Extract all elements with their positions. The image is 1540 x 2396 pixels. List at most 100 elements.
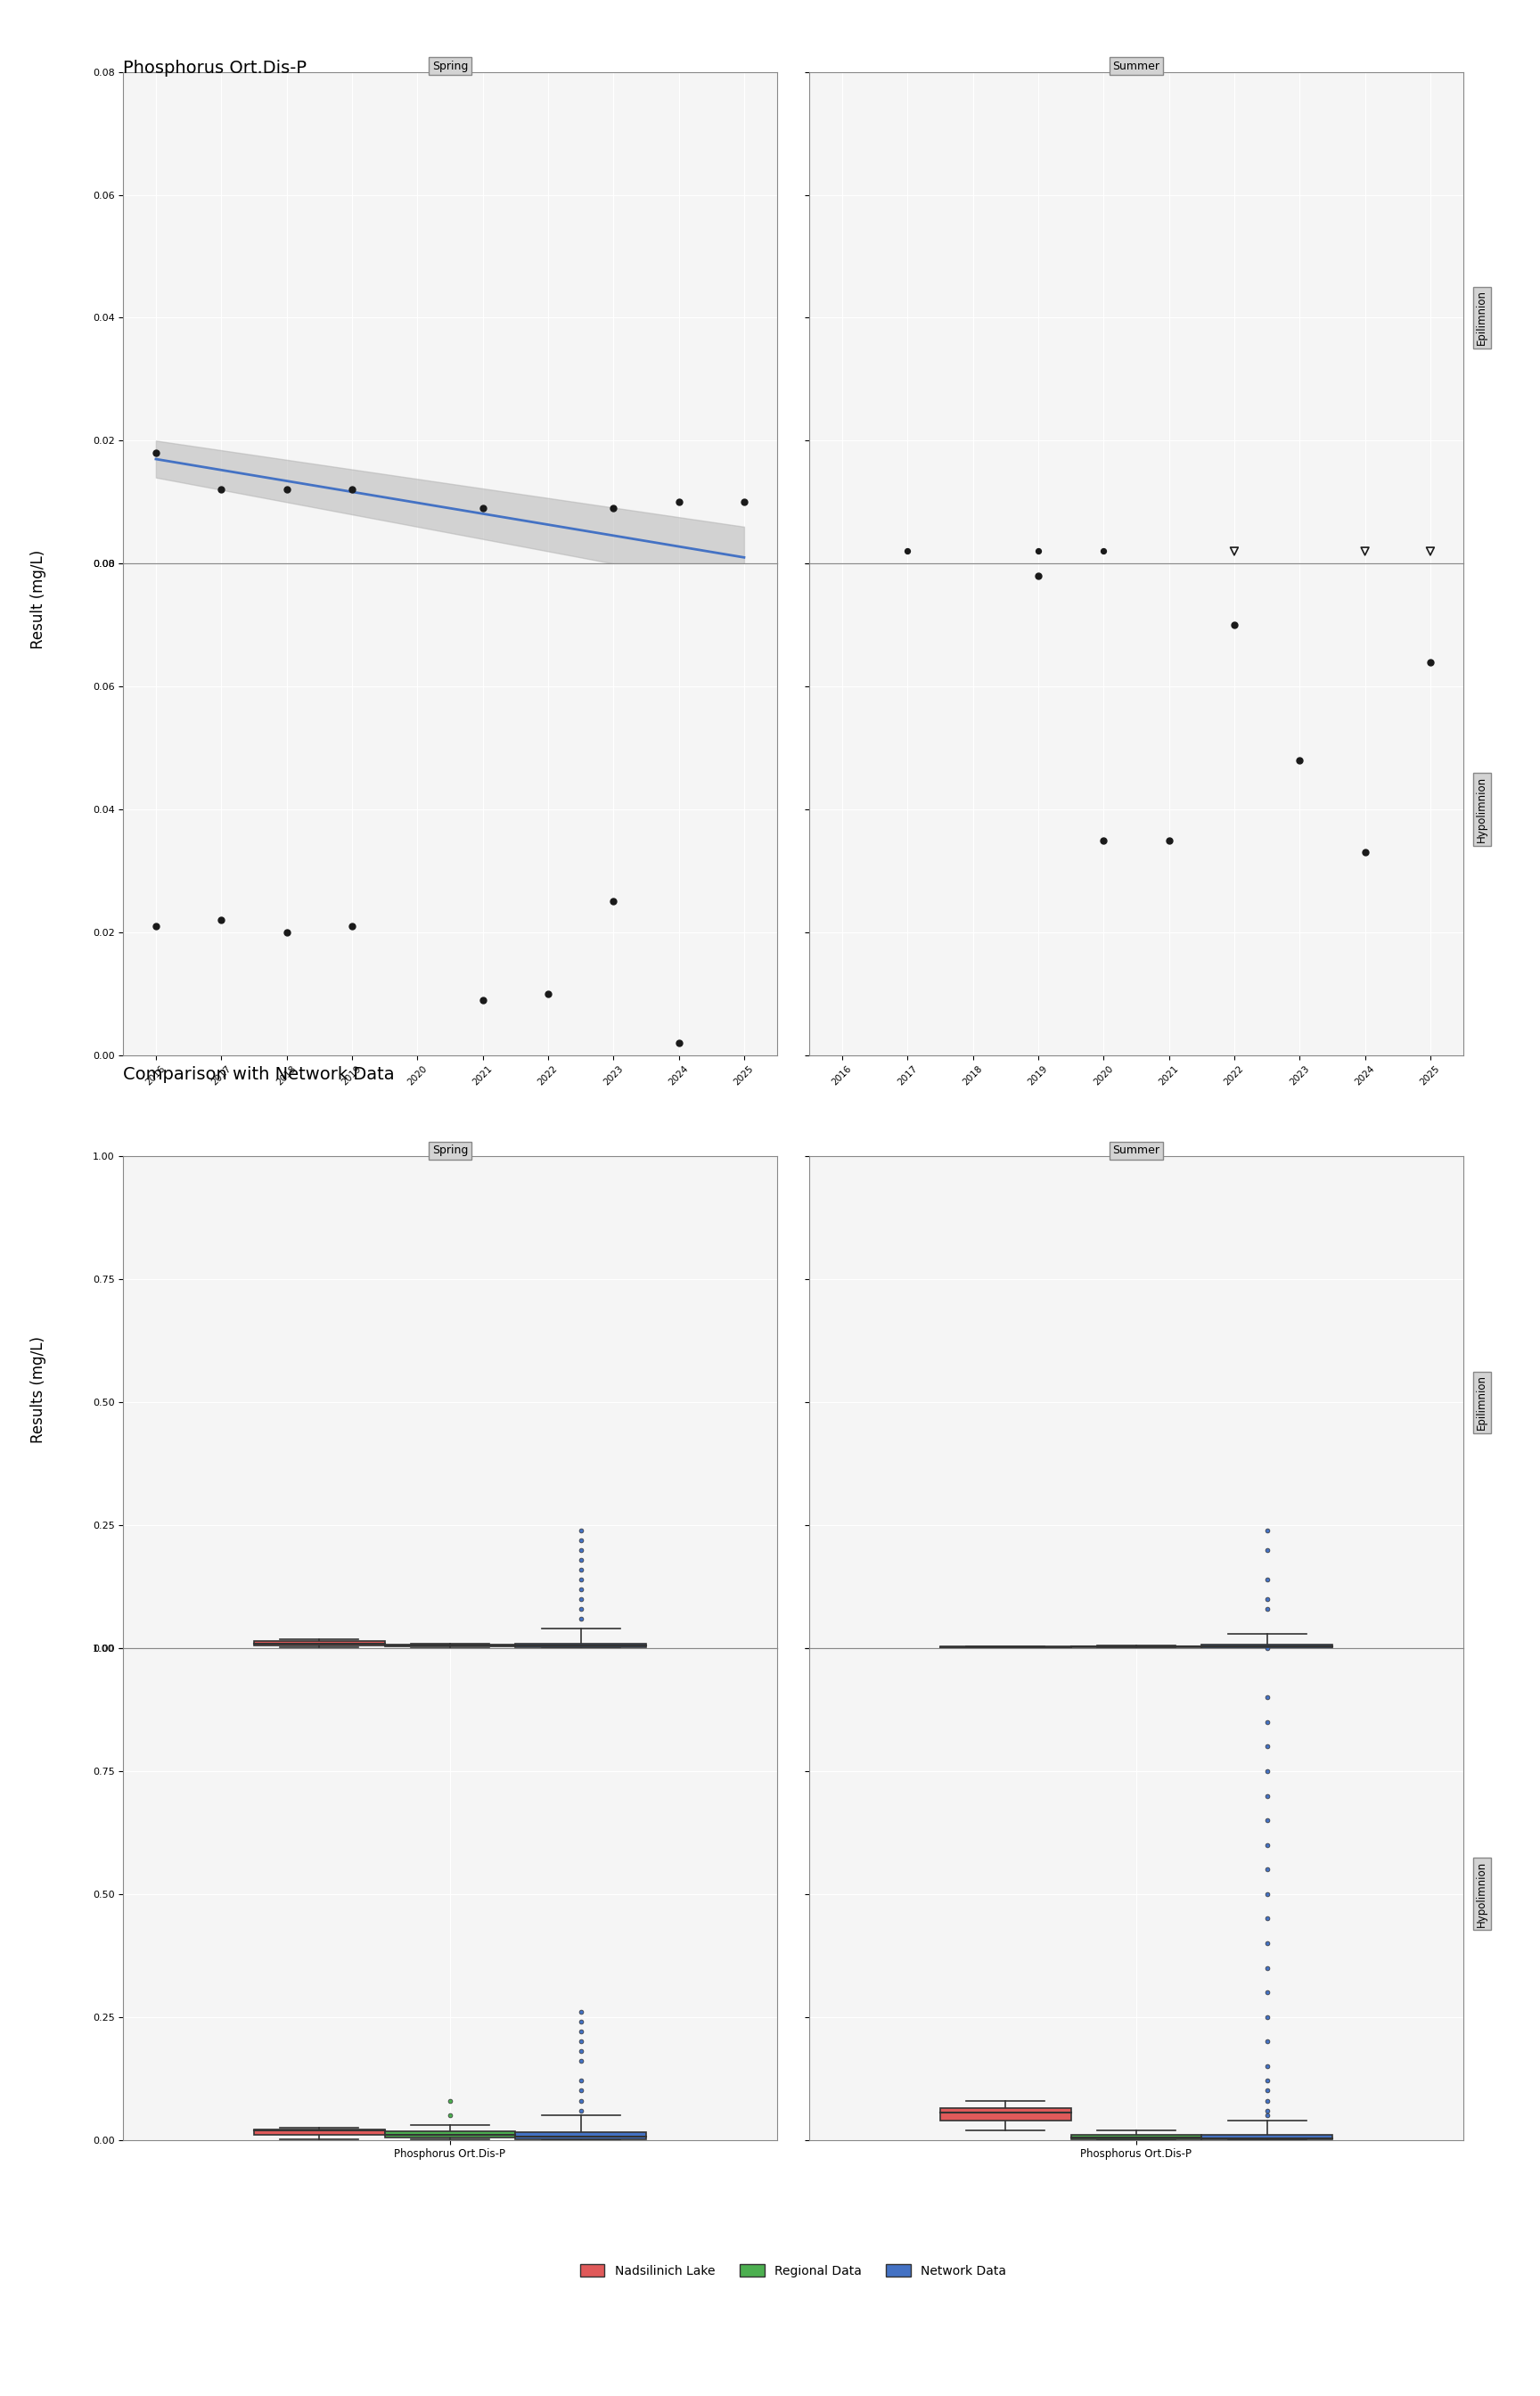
Point bbox=[1255, 2046, 1280, 2085]
Point bbox=[1255, 1924, 1280, 1962]
Bar bbox=[516, 1644, 647, 1646]
Bar bbox=[1070, 2135, 1201, 2140]
Text: Hypolimnion: Hypolimnion bbox=[1475, 776, 1488, 843]
Point bbox=[568, 2022, 593, 2061]
Point bbox=[568, 1993, 593, 2032]
Point bbox=[568, 2092, 593, 2130]
Point bbox=[568, 1550, 593, 1589]
Point bbox=[1255, 1874, 1280, 1912]
Point bbox=[274, 470, 299, 508]
Point bbox=[1255, 2022, 1280, 2061]
Point bbox=[568, 1589, 593, 1627]
Point bbox=[1255, 1512, 1280, 1550]
Point bbox=[1255, 1728, 1280, 1766]
Point bbox=[536, 975, 561, 1014]
Bar bbox=[516, 2132, 647, 2140]
Point bbox=[437, 2096, 462, 2135]
Point bbox=[568, 2003, 593, 2041]
Title: Spring: Spring bbox=[433, 60, 468, 72]
Point bbox=[1255, 1677, 1280, 1716]
Point bbox=[1255, 1850, 1280, 1888]
Point bbox=[568, 2013, 593, 2051]
Point bbox=[1255, 2061, 1280, 2099]
Point bbox=[274, 913, 299, 951]
Point bbox=[1255, 1579, 1280, 1617]
Point bbox=[1287, 740, 1312, 779]
Point bbox=[1418, 532, 1443, 570]
Bar bbox=[254, 2130, 385, 2135]
Bar bbox=[1201, 2135, 1332, 2140]
Point bbox=[667, 484, 691, 522]
Point bbox=[1255, 2092, 1280, 2130]
Point bbox=[1255, 1775, 1280, 1814]
Point bbox=[1255, 1704, 1280, 1742]
Point bbox=[1255, 1900, 1280, 1938]
Point bbox=[1255, 1560, 1280, 1598]
Point bbox=[143, 434, 168, 472]
Point bbox=[568, 2082, 593, 2120]
Point bbox=[1255, 1589, 1280, 1627]
Point bbox=[1255, 1826, 1280, 1864]
Point bbox=[1255, 1751, 1280, 1790]
Point bbox=[568, 2073, 593, 2111]
Bar bbox=[1201, 1644, 1332, 1648]
Point bbox=[1157, 822, 1181, 860]
Point bbox=[1255, 2082, 1280, 2120]
Point bbox=[568, 2061, 593, 2099]
Text: Epilimnion: Epilimnion bbox=[1475, 1375, 1488, 1430]
Text: Epilimnion: Epilimnion bbox=[1475, 290, 1488, 345]
Point bbox=[895, 532, 919, 570]
Point bbox=[568, 1541, 593, 1579]
Title: Summer: Summer bbox=[1112, 60, 1160, 72]
Point bbox=[1026, 532, 1050, 570]
Point bbox=[601, 882, 625, 920]
Bar bbox=[385, 1644, 516, 1646]
Bar bbox=[939, 2108, 1070, 2120]
Point bbox=[209, 470, 234, 508]
Legend: Nadsilinich Lake, Regional Data, Network Data: Nadsilinich Lake, Regional Data, Network… bbox=[574, 2259, 1012, 2283]
Point bbox=[568, 1512, 593, 1550]
Point bbox=[143, 908, 168, 946]
Point bbox=[437, 2082, 462, 2120]
Point bbox=[568, 1560, 593, 1598]
Point bbox=[1221, 532, 1246, 570]
Point bbox=[1255, 2096, 1280, 2135]
Point bbox=[470, 489, 494, 527]
Point bbox=[1092, 532, 1117, 570]
Point bbox=[568, 1579, 593, 1617]
Point bbox=[568, 1531, 593, 1569]
Bar bbox=[385, 2130, 516, 2137]
Point bbox=[1255, 1802, 1280, 1840]
Title: Summer: Summer bbox=[1112, 1145, 1160, 1157]
Point bbox=[209, 901, 234, 939]
Point bbox=[568, 2041, 593, 2080]
Text: Results (mg/L): Results (mg/L) bbox=[31, 1337, 46, 1442]
Point bbox=[1255, 2073, 1280, 2111]
Bar bbox=[254, 1641, 385, 1646]
Point bbox=[1418, 642, 1443, 680]
Point bbox=[568, 1601, 593, 1639]
Point bbox=[568, 2032, 593, 2070]
Point bbox=[1352, 532, 1377, 570]
Point bbox=[1092, 822, 1117, 860]
Text: Hypolimnion: Hypolimnion bbox=[1475, 1862, 1488, 1926]
Title: Spring: Spring bbox=[433, 1145, 468, 1157]
Point bbox=[1255, 1629, 1280, 1668]
Point bbox=[1255, 1998, 1280, 2037]
Point bbox=[1255, 1531, 1280, 1569]
Text: Phosphorus Ort.Dis-P: Phosphorus Ort.Dis-P bbox=[123, 60, 306, 77]
Text: Result (mg/L): Result (mg/L) bbox=[31, 549, 46, 649]
Point bbox=[1255, 1974, 1280, 2013]
Point bbox=[1221, 606, 1246, 645]
Point bbox=[340, 908, 365, 946]
Point bbox=[568, 1569, 593, 1608]
Point bbox=[601, 489, 625, 527]
Point bbox=[340, 470, 365, 508]
Point bbox=[1352, 834, 1377, 872]
Point bbox=[667, 1023, 691, 1061]
Point bbox=[1255, 1948, 1280, 1986]
Point bbox=[1026, 556, 1050, 594]
Text: Comparison with Network Data: Comparison with Network Data bbox=[123, 1066, 394, 1083]
Point bbox=[470, 980, 494, 1018]
Point bbox=[568, 1521, 593, 1560]
